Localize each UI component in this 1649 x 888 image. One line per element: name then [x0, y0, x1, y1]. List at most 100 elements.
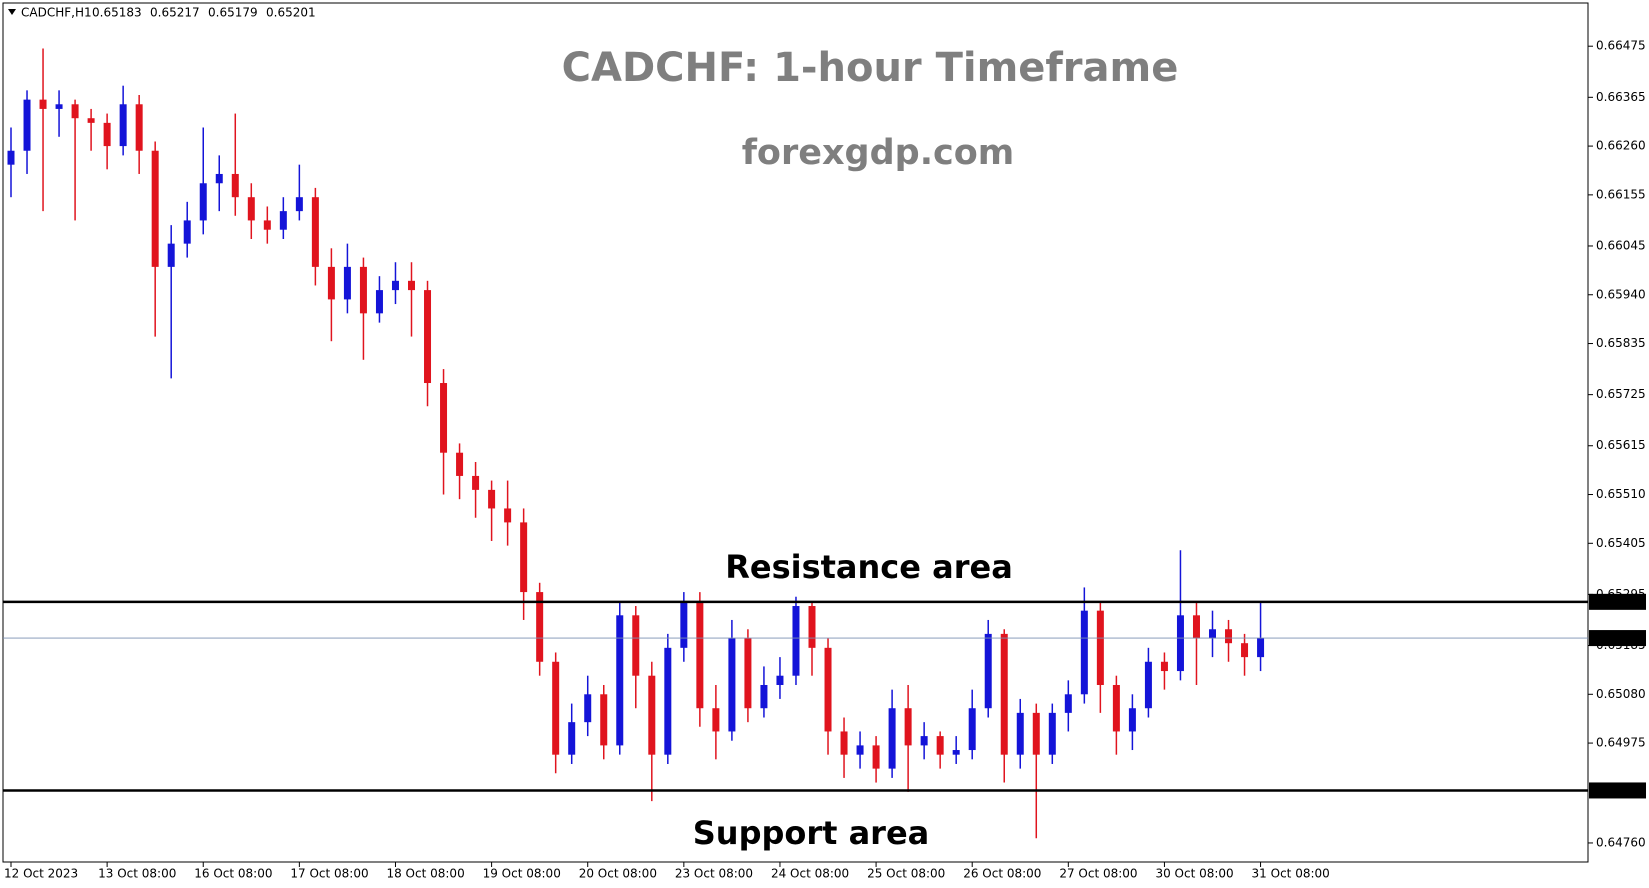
- candle-body: [215, 173, 223, 184]
- candle-body: [712, 708, 720, 732]
- x-tick-label: 17 Oct 08:00: [290, 867, 368, 881]
- y-tick-label: 0.65080: [1596, 687, 1646, 701]
- candle-body: [776, 675, 784, 685]
- y-tick-label: 0.65615: [1596, 438, 1646, 452]
- candle-body: [968, 708, 976, 751]
- candle-body: [440, 383, 448, 453]
- resistance-line-label: 0.65279: [1594, 594, 1644, 608]
- candle-body: [1192, 615, 1200, 639]
- chart-title: CADCHF: 1-hour Timeframe: [562, 45, 1179, 91]
- candle-body: [1016, 712, 1024, 755]
- y-tick-label: 0.66475: [1596, 39, 1646, 53]
- candle-body: [1032, 712, 1040, 755]
- candle-body: [375, 290, 383, 314]
- x-tick-label: 30 Oct 08:00: [1155, 867, 1233, 881]
- candle-body: [888, 708, 896, 769]
- candle-body: [1096, 610, 1104, 685]
- candle-body: [55, 104, 63, 109]
- candle-body: [408, 280, 415, 291]
- candle-body: [167, 243, 175, 267]
- candle-body: [1128, 708, 1136, 732]
- x-tick-label: 27 Oct 08:00: [1059, 867, 1137, 881]
- x-tick-label: 19 Oct 08:00: [483, 867, 561, 881]
- candle-body: [39, 99, 47, 109]
- candle-body: [952, 750, 960, 755]
- candle-body: [680, 601, 688, 648]
- candle-body: [1209, 629, 1216, 639]
- candle-body: [728, 638, 736, 732]
- x-tick-label: 18 Oct 08:00: [386, 867, 464, 881]
- candle-body: [552, 661, 560, 755]
- candle-body: [71, 104, 79, 119]
- plot-frame: [2, 2, 1589, 863]
- resistance-line-box: [1589, 593, 1646, 610]
- x-tick-label: 12 Oct 2023: [4, 867, 78, 881]
- candle-body: [279, 211, 287, 230]
- candle-body: [359, 266, 367, 314]
- y-tick-label: 0.66045: [1596, 238, 1646, 252]
- candle-body: [472, 475, 480, 490]
- candle-body: [584, 694, 592, 723]
- candle-body: [1241, 643, 1249, 658]
- candle-body: [1048, 712, 1056, 755]
- candle-body: [840, 731, 848, 755]
- candle-body: [456, 452, 464, 476]
- support-annotation: Support area: [693, 814, 930, 852]
- candle-body: [520, 522, 528, 593]
- header-value: 0.65201: [266, 6, 316, 20]
- candle-body: [1225, 629, 1233, 644]
- candle-body: [536, 592, 544, 662]
- current-price-line-label: 0.65201: [1594, 631, 1644, 645]
- y-tick-label: 0.65835: [1596, 336, 1646, 350]
- candle-body: [1112, 684, 1120, 732]
- y-tick-label: 0.66365: [1596, 90, 1646, 104]
- candle-body: [568, 722, 576, 755]
- candle-body: [119, 104, 127, 147]
- candle-body: [600, 694, 608, 746]
- candle-body: [263, 220, 271, 230]
- candle-body: [856, 745, 864, 755]
- candle-body: [648, 675, 656, 755]
- y-tick-label: 0.65405: [1596, 536, 1646, 550]
- candle-body: [247, 197, 255, 221]
- candle-body: [504, 508, 512, 523]
- symbol: CADCHF,H1: [21, 6, 92, 20]
- candle-body: [1080, 610, 1088, 695]
- y-tick-label: 0.66260: [1596, 139, 1646, 153]
- candle-body: [1257, 638, 1265, 658]
- resistance-annotation: Resistance area: [725, 548, 1013, 586]
- candle-body: [391, 280, 399, 291]
- candle-body: [1160, 661, 1168, 672]
- candle-body: [1144, 661, 1152, 709]
- candle-body: [87, 118, 95, 123]
- candle-body: [327, 266, 335, 300]
- candle-body: [1000, 633, 1008, 755]
- header-value: 0.65217: [150, 6, 200, 20]
- candle-body: [984, 633, 992, 709]
- candle-body: [103, 122, 111, 147]
- candle-body: [920, 736, 928, 746]
- candle-body: [616, 615, 624, 746]
- x-tick-label: 25 Oct 08:00: [867, 867, 945, 881]
- candle-body: [424, 290, 432, 384]
- candle-body: [7, 150, 15, 165]
- chart-subtitle: forexgdp.com: [742, 133, 1015, 173]
- candle-body: [183, 220, 191, 244]
- candle-body: [1176, 615, 1184, 672]
- x-tick-label: 23 Oct 08:00: [675, 867, 753, 881]
- x-tick-label: 24 Oct 08:00: [771, 867, 849, 881]
- candle-body: [792, 606, 800, 676]
- y-tick-label: 0.66155: [1596, 187, 1646, 201]
- header-value: 0.65183: [92, 6, 142, 20]
- candle-body: [199, 183, 207, 221]
- candle-body: [664, 647, 672, 755]
- x-tick-label: 16 Oct 08:00: [194, 867, 272, 881]
- candle-body: [904, 708, 912, 746]
- x-tick-label: 26 Oct 08:00: [963, 867, 1041, 881]
- candle-body: [760, 684, 768, 709]
- candle-body: [135, 104, 143, 151]
- support-line-label: 0.64873: [1594, 783, 1644, 797]
- candle-body: [295, 197, 303, 212]
- candle-body: [744, 638, 752, 709]
